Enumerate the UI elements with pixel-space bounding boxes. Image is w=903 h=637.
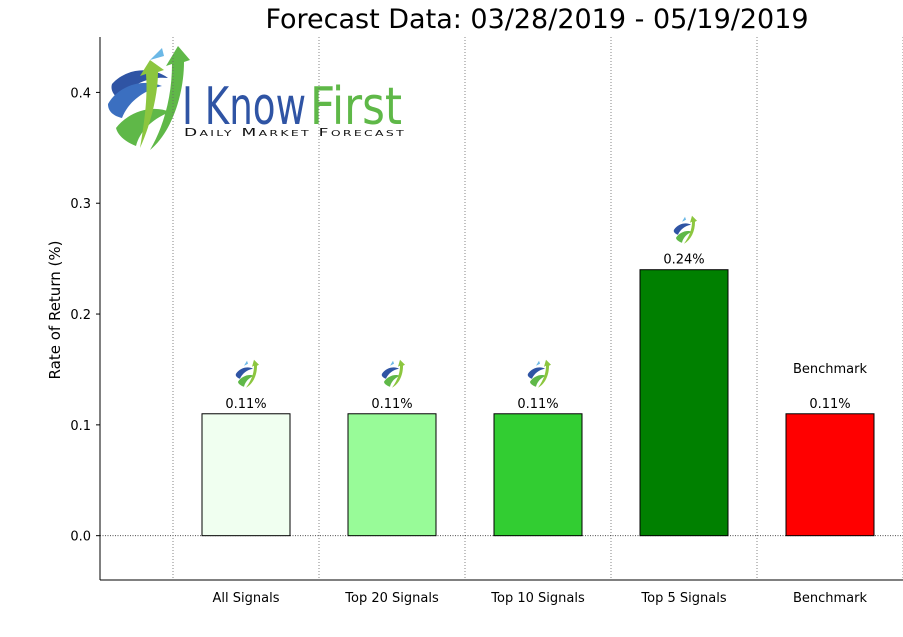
mini-logo-green bbox=[384, 375, 400, 387]
mini-logo-sky bbox=[244, 360, 248, 366]
mini-logo-arrow bbox=[392, 359, 405, 388]
data-label: 0.24% bbox=[663, 253, 704, 268]
mini-logo-green bbox=[676, 230, 692, 243]
mini-logo-icon bbox=[673, 215, 697, 244]
data-label: 0.11% bbox=[371, 397, 412, 412]
x-tick-label: All Signals bbox=[213, 591, 280, 606]
mini-logo-blue bbox=[527, 367, 545, 379]
mini-logo-icon bbox=[381, 359, 405, 388]
data-labels: 0.11% 0.11% 0.11% 0.24% 0.11% bbox=[225, 215, 851, 412]
mini-logo-arrow bbox=[246, 359, 259, 388]
x-tick-label: Top 5 Signals bbox=[640, 591, 726, 606]
chart-title: Forecast Data: 03/28/2019 - 05/19/2019 bbox=[265, 4, 808, 35]
mini-logo-icon bbox=[235, 359, 259, 388]
x-tick-label: Top 10 Signals bbox=[490, 591, 585, 606]
x-tick-label: Benchmark bbox=[793, 591, 868, 606]
mini-logo-icon bbox=[527, 359, 551, 388]
company-logo: I Know First Daily Market Forecast bbox=[108, 46, 406, 150]
mini-logo-arrow bbox=[538, 359, 551, 388]
mini-logo-blue bbox=[381, 367, 399, 379]
data-label: 0.11% bbox=[517, 397, 558, 412]
mini-logo-arrow bbox=[684, 215, 697, 244]
x-tick-label: Top 20 Signals bbox=[344, 591, 439, 606]
bar-top-20-signals bbox=[347, 413, 437, 537]
logo-tagline: Daily Market Forecast bbox=[184, 126, 406, 139]
logo-name-part2: First bbox=[310, 77, 402, 137]
bar-top-5-signals bbox=[639, 269, 729, 537]
mini-logo-sky bbox=[390, 360, 394, 366]
mini-logo-green bbox=[530, 375, 546, 387]
grid-lines bbox=[100, 37, 903, 580]
logo-swoosh-icon bbox=[108, 46, 190, 150]
axes bbox=[96, 37, 903, 581]
y-tick-label: 0.1 bbox=[70, 419, 91, 434]
y-tick-label: 0.3 bbox=[70, 197, 91, 212]
bars-group bbox=[201, 269, 875, 537]
y-tick-label: 0.4 bbox=[70, 86, 91, 101]
logo-name-part1: I Know bbox=[182, 77, 306, 137]
mini-logo-blue bbox=[673, 223, 691, 235]
mini-logo-blue bbox=[235, 367, 253, 379]
y-axis-label: Rate of Return (%) bbox=[46, 241, 64, 380]
mini-logo-green bbox=[238, 375, 254, 387]
mini-logo-sky bbox=[536, 360, 540, 366]
mini-logo-sky bbox=[682, 216, 686, 222]
bar-benchmark bbox=[785, 413, 875, 537]
benchmark-annotation: Benchmark bbox=[793, 362, 868, 377]
data-label: 0.11% bbox=[809, 397, 850, 412]
tick-labels: 0.0 0.1 0.2 0.3 0.4 All Signals Top 20 Signals… bbox=[70, 86, 867, 606]
bar-all-signals bbox=[201, 413, 291, 537]
bar-top-10-signals bbox=[493, 413, 583, 537]
y-tick-label: 0.0 bbox=[70, 530, 91, 545]
y-tick-label: 0.2 bbox=[70, 308, 91, 323]
data-label: 0.11% bbox=[225, 397, 266, 412]
